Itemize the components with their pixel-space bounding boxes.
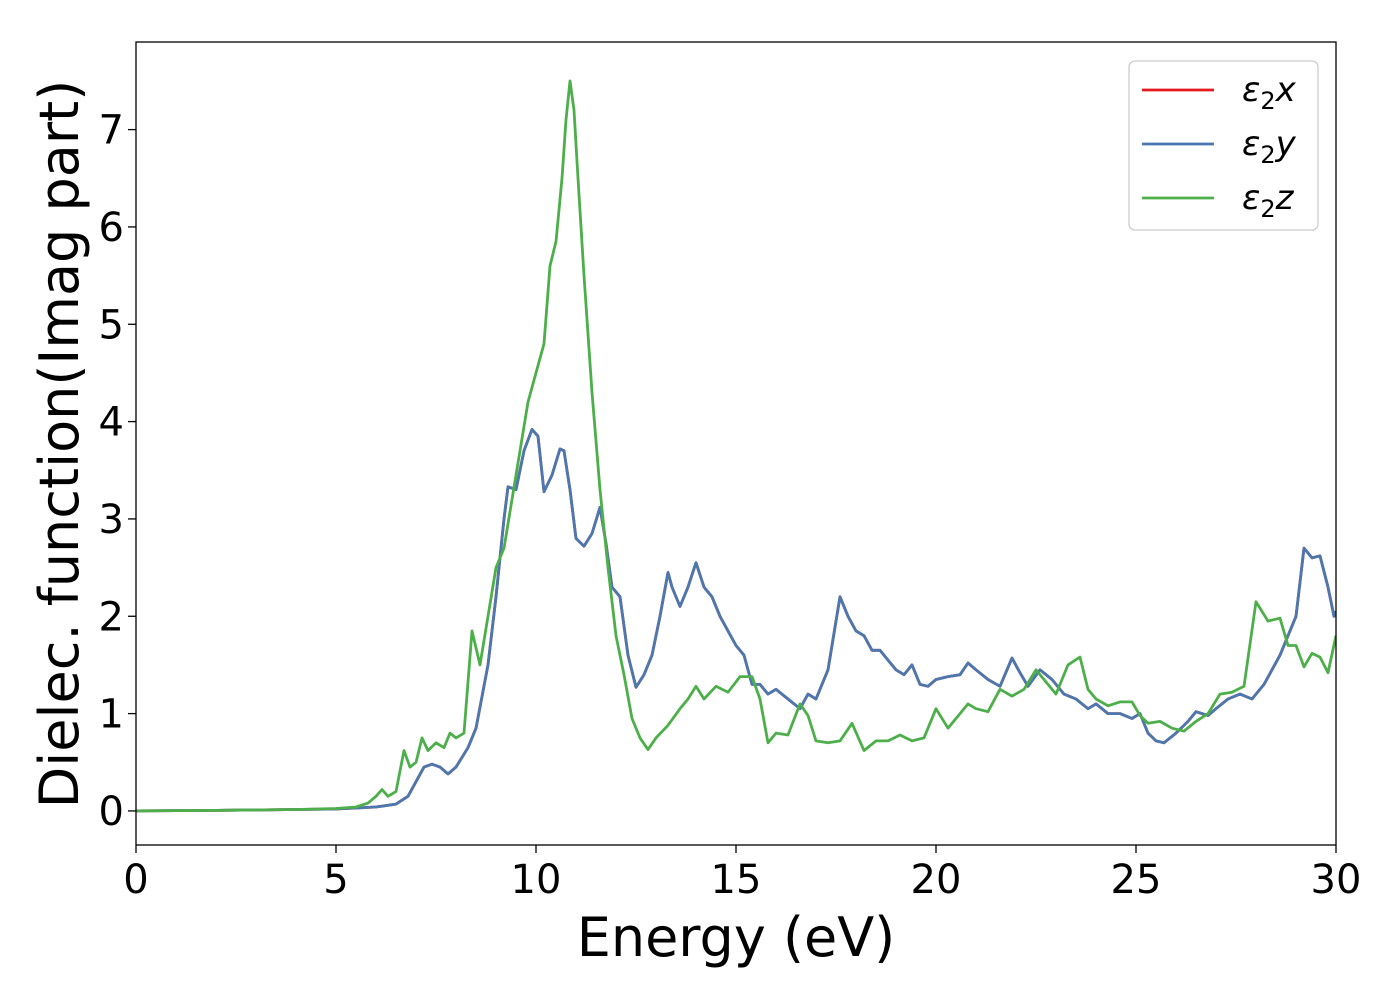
x-tick-label: 5 xyxy=(323,857,348,903)
x-tick-label: 0 xyxy=(123,857,148,903)
y-tick-label: 1 xyxy=(99,692,124,738)
y-axis: 0 1 2 3 4 5 6 7 xyxy=(99,108,136,835)
legend-label-z: ε2z xyxy=(1242,178,1295,223)
legend: ε2x ε2y ε2z xyxy=(1128,60,1319,231)
series-line-z xyxy=(136,79,1336,813)
x-axis-label: Energy (eV) xyxy=(577,906,896,969)
y-tick-label: 0 xyxy=(99,789,124,835)
x-tick-label: 20 xyxy=(911,857,962,903)
x-tick-label: 15 xyxy=(711,857,762,903)
y-tick-label: 5 xyxy=(99,302,124,348)
legend-box xyxy=(1128,60,1319,231)
y-tick-label: 3 xyxy=(99,497,124,543)
y-tick-label: 7 xyxy=(99,108,124,154)
x-axis: 0 5 10 15 20 25 30 xyxy=(123,845,1361,903)
x-tick-label: 25 xyxy=(1111,857,1162,903)
series-layer xyxy=(136,79,1336,813)
y-tick-label: 2 xyxy=(99,594,124,640)
x-tick-label: 10 xyxy=(511,857,562,903)
legend-label-y: ε2y xyxy=(1242,124,1297,169)
y-tick-label: 6 xyxy=(99,205,124,251)
y-axis-label: Dielec. function(Imag part) xyxy=(28,80,91,809)
y-tick-label: 4 xyxy=(99,400,124,446)
x-tick-label: 30 xyxy=(1311,857,1362,903)
series-line-y xyxy=(136,428,1336,813)
legend-label-x: ε2x xyxy=(1242,70,1297,115)
